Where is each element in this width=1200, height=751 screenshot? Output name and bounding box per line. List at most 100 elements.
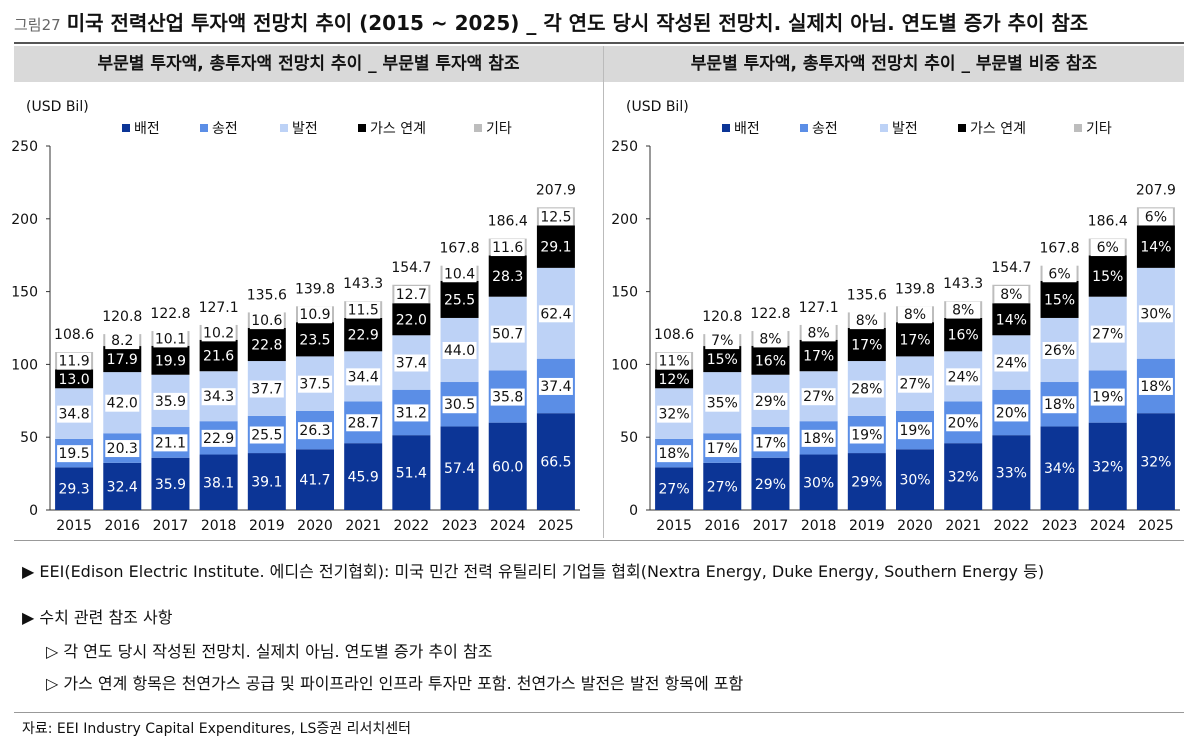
x-tick-label: 2023: [1042, 518, 1078, 534]
total-label: 167.8: [439, 241, 479, 257]
x-tick-label: 2020: [897, 518, 933, 534]
chart-bottom-rule: [14, 540, 1184, 541]
total-label: 122.8: [750, 306, 790, 322]
total-label: 135.6: [847, 287, 887, 303]
x-tick-label: 2018: [201, 518, 237, 534]
data-label-bg: [753, 434, 788, 452]
data-label: 6%: [1097, 240, 1119, 256]
data-label: 30%: [1140, 306, 1171, 322]
data-label-bg: [1138, 377, 1173, 395]
data-label: 30%: [803, 475, 834, 491]
bar-segment: [247, 327, 286, 362]
right-panel-header: 부문별 투자액, 총투자액 전망치 추이 _ 부문별 비중 참조: [604, 46, 1184, 82]
data-label-bg: [490, 239, 525, 257]
unit-label: (USD Bil): [626, 99, 689, 115]
bar-segment: [751, 457, 790, 510]
total-label: 139.8: [895, 281, 935, 297]
data-label-bg: [490, 325, 525, 343]
x-tick-label: 2019: [849, 518, 885, 534]
data-label: 29%: [755, 477, 786, 493]
bar-segment: [296, 449, 334, 510]
bar-segment: [944, 443, 983, 510]
data-label: 42.0: [107, 396, 138, 412]
y-tick-label: 0: [29, 503, 38, 519]
data-label: 17%: [899, 332, 930, 348]
data-label: 29.3: [59, 482, 90, 498]
data-label-bg: [201, 429, 236, 447]
data-label-bg: [394, 286, 429, 304]
bar-segment: [1040, 426, 1079, 510]
data-label-bg: [753, 330, 788, 348]
total-label: 139.8: [295, 281, 335, 297]
y-tick-label: 50: [20, 430, 38, 446]
data-label: 20%: [996, 405, 1027, 421]
panel-divider: [603, 46, 604, 538]
total-label: 143.3: [343, 276, 383, 292]
bar-segment: [703, 346, 742, 373]
legend-swatch: [1074, 124, 1082, 132]
bar-segment: [392, 303, 431, 336]
data-label-bg: [442, 396, 477, 414]
data-label-bg: [1042, 341, 1077, 359]
total-label: 207.9: [1136, 182, 1176, 198]
data-label-bg: [346, 301, 381, 319]
data-label-bg: [105, 332, 140, 350]
title-rule: [14, 42, 1184, 44]
data-label: 35.9: [155, 477, 186, 493]
data-label: 28.7: [348, 415, 379, 431]
data-label-bg: [849, 380, 884, 398]
bar-segment: [992, 303, 1031, 336]
source-rule: [14, 712, 1184, 713]
data-label: 27%: [899, 377, 930, 393]
bar-segment: [896, 449, 934, 510]
data-label: 35%: [707, 396, 738, 412]
y-tick-label: 0: [629, 503, 638, 519]
data-label: 22.9: [203, 431, 234, 447]
data-label: 19%: [1092, 390, 1123, 406]
legend-label: 발전: [292, 121, 318, 137]
legend-label: 기타: [486, 121, 512, 137]
data-label: 35.8: [492, 390, 523, 406]
x-tick-label: 2016: [104, 518, 140, 534]
figure-title-text: 미국 전력산업 투자액 전망치 추이 (2015 ~ 2025) _ 각 연도 …: [66, 11, 1089, 35]
data-label: 18%: [803, 431, 834, 447]
data-label-bg: [657, 405, 692, 423]
data-label-bg: [1138, 208, 1173, 226]
bar-segment: [440, 426, 479, 510]
x-tick-label: 2016: [704, 518, 740, 534]
data-label: 12.5: [540, 209, 571, 225]
data-label: 10.2: [203, 325, 234, 341]
legend-swatch: [358, 124, 366, 132]
data-label-bg: [249, 426, 284, 444]
data-label: 10.1: [155, 331, 186, 347]
data-label: 30%: [899, 473, 930, 489]
data-label-bg: [442, 341, 477, 359]
bar-segment: [392, 435, 431, 510]
data-label: 41.7: [299, 473, 330, 489]
data-label-bg: [1042, 396, 1077, 414]
data-label: 39.1: [251, 475, 282, 491]
data-label-bg: [298, 375, 332, 393]
legend-swatch: [880, 124, 888, 132]
data-label: 8%: [808, 325, 830, 341]
data-label: 32%: [1092, 459, 1123, 475]
data-label-bg: [538, 377, 573, 395]
bar-segment: [55, 467, 94, 510]
bar-segment: [536, 413, 575, 510]
data-label: 27%: [803, 389, 834, 405]
data-label-bg: [57, 352, 92, 370]
total-label: 120.8: [102, 309, 142, 325]
bar-segment: [296, 322, 334, 357]
bar-segment: [703, 462, 742, 510]
x-tick-label: 2019: [249, 518, 285, 534]
data-label: 30.5: [444, 397, 475, 413]
y-tick-label: 100: [11, 357, 38, 373]
legend-swatch: [722, 124, 730, 132]
data-label: 14%: [996, 312, 1027, 328]
source-text: 자료: EEI Industry Capital Expenditures, L…: [22, 721, 411, 737]
data-label: 24%: [996, 356, 1027, 372]
total-label: 108.6: [54, 327, 94, 343]
bar-segment: [944, 317, 983, 352]
data-label: 15%: [1044, 292, 1075, 308]
data-label: 22.0: [396, 312, 427, 328]
